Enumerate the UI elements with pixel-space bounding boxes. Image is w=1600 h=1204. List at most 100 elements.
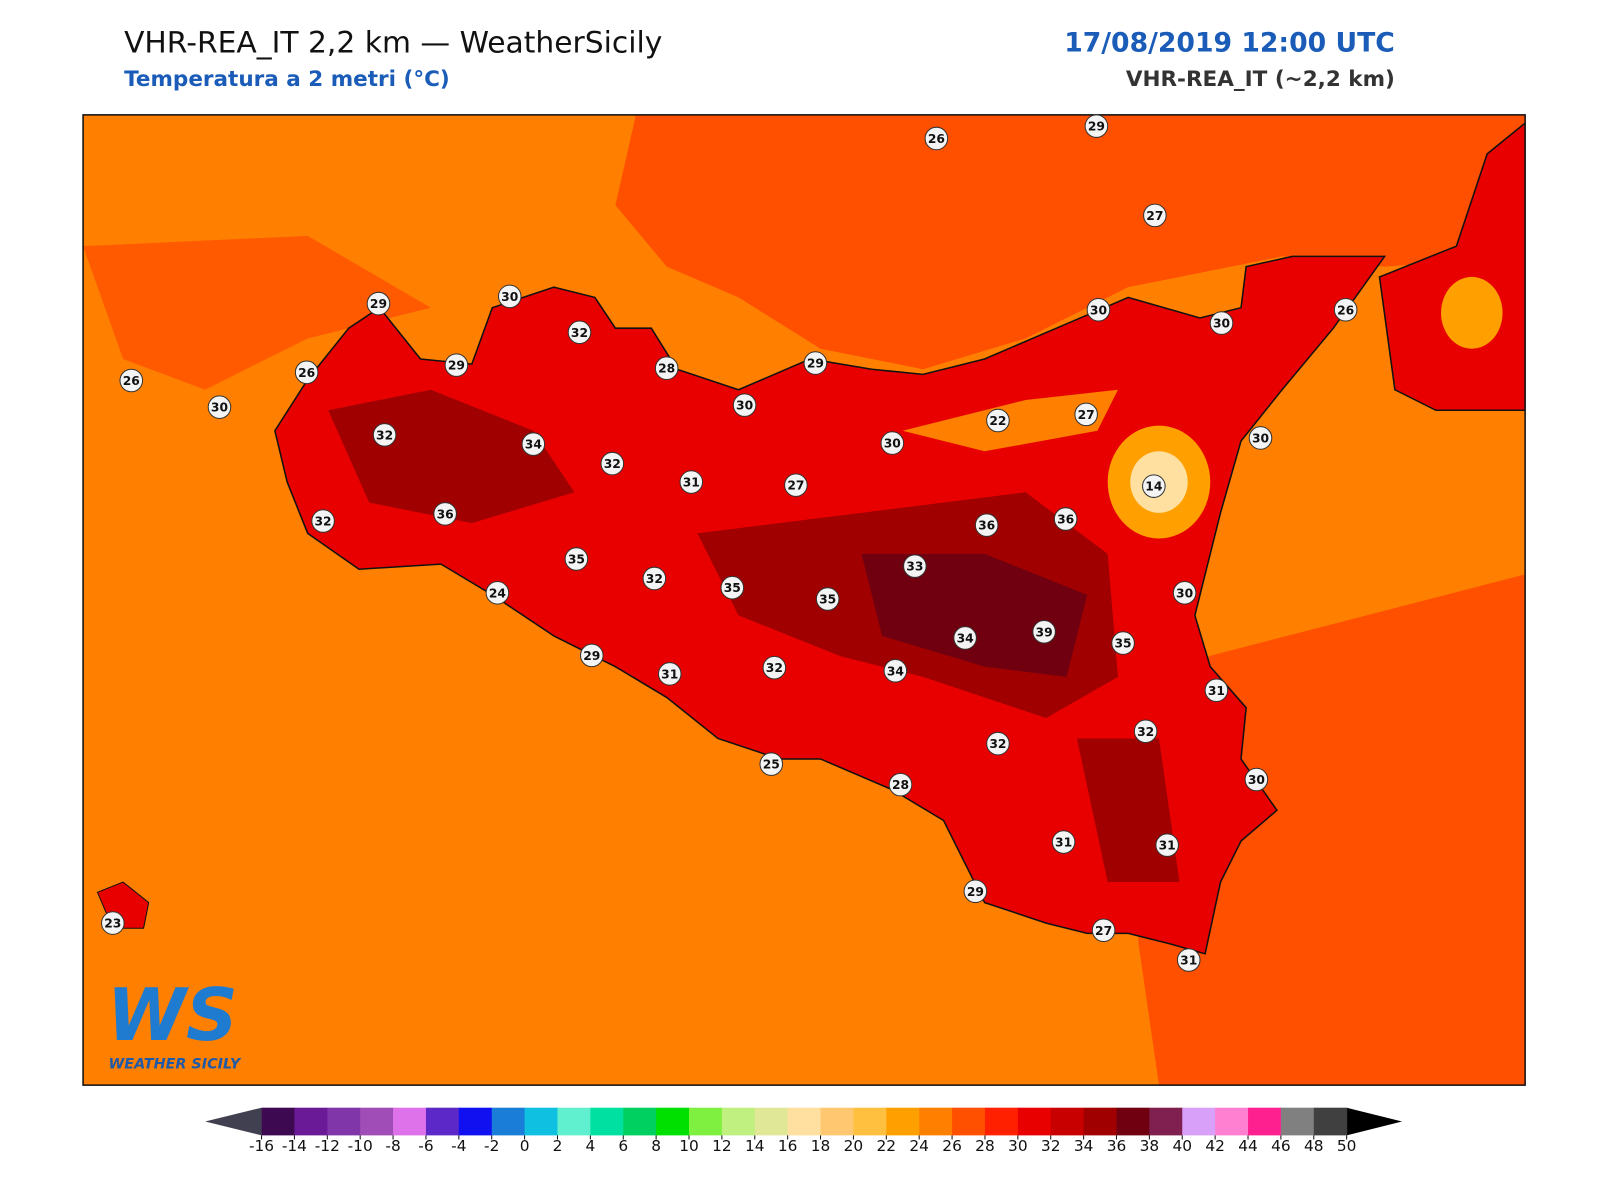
station-value: 32 <box>766 661 783 675</box>
station-marker <box>903 554 927 578</box>
colorbar-bin <box>853 1107 887 1136</box>
station-value: 29 <box>448 359 465 373</box>
station-marker <box>1333 297 1358 322</box>
station-value: 36 <box>1057 512 1074 526</box>
station-marker <box>654 356 679 380</box>
station-value: 31 <box>1055 836 1072 850</box>
station-value: 22 <box>989 414 1006 428</box>
station-marker <box>803 351 828 375</box>
station-marker <box>986 731 1010 756</box>
colorbar-tick-label: -6 <box>418 1137 433 1155</box>
station-marker <box>1074 402 1098 427</box>
station-marker <box>1032 619 1056 644</box>
colorbar-tick-label: -8 <box>385 1137 400 1155</box>
colorbar-tick-label: 4 <box>585 1137 595 1155</box>
colorbar-bin <box>623 1107 657 1136</box>
colorbar-bin <box>1083 1107 1118 1136</box>
station-value: 34 <box>957 631 974 645</box>
colorbar-tick-label: 24 <box>909 1137 929 1155</box>
station-marker <box>294 360 319 385</box>
station-value: 30 <box>1248 773 1265 787</box>
colorbar-bin <box>820 1107 854 1136</box>
station-marker <box>986 408 1010 433</box>
colorbar-bin <box>261 1107 295 1136</box>
colorbar-tick-label: 0 <box>520 1137 530 1155</box>
colorbar-under <box>205 1107 262 1136</box>
colorbar-tick-label: 42 <box>1205 1137 1225 1155</box>
colorbar-tick-label: 6 <box>618 1137 628 1155</box>
station-marker <box>924 126 949 151</box>
colorbar-tick-label: 22 <box>877 1137 897 1155</box>
colorbar-bin <box>590 1107 624 1136</box>
station-value: 30 <box>1252 431 1269 445</box>
station-value: 39 <box>1036 625 1053 639</box>
station-value: 31 <box>1208 684 1225 698</box>
colorbar-tick-label: 12 <box>712 1137 732 1155</box>
colorbar-bin <box>754 1107 789 1136</box>
colorbar-tick-label: 30 <box>1008 1137 1028 1155</box>
station-value: 28 <box>658 362 675 376</box>
station-marker <box>311 509 335 533</box>
station-marker <box>759 752 784 776</box>
station-value: 32 <box>1137 725 1154 739</box>
hot-area <box>1076 738 1180 883</box>
station-value: 30 <box>211 401 228 415</box>
station-marker <box>567 320 592 345</box>
colorbar-tick-label: 28 <box>975 1137 995 1155</box>
station-marker <box>1244 767 1269 792</box>
map <box>83 114 1526 1086</box>
station-value: 31 <box>683 476 700 490</box>
colorbar-tick-label: -10 <box>348 1137 373 1155</box>
colorbar-bin <box>984 1107 1019 1136</box>
station-value: 29 <box>967 885 984 899</box>
station-value: 26 <box>123 374 140 388</box>
station-marker <box>1155 833 1179 857</box>
station-marker <box>1143 203 1167 228</box>
station-marker <box>974 513 999 537</box>
station-marker <box>1086 297 1111 322</box>
station-marker <box>963 879 988 904</box>
station-value: 25 <box>763 758 780 772</box>
station-marker <box>444 353 469 377</box>
station-marker <box>657 662 682 686</box>
hottest-area <box>861 553 1088 677</box>
colorbar-over <box>1346 1107 1403 1136</box>
colorbar-tick-label: 18 <box>811 1137 831 1155</box>
station-value: 34 <box>887 664 904 678</box>
station-value: 27 <box>787 479 804 493</box>
colorbar-tick-label: 48 <box>1304 1137 1324 1155</box>
station-value: 27 <box>1078 408 1095 422</box>
colorbar-bin <box>1215 1107 1249 1136</box>
station-marker <box>888 772 913 797</box>
subtitle: Temperatura a 2 metri (°C) <box>124 67 450 92</box>
station-value: 35 <box>724 581 741 595</box>
station-value: 30 <box>1176 586 1193 600</box>
station-value: 26 <box>1337 303 1354 317</box>
station-marker <box>1204 678 1229 703</box>
station-value: 32 <box>571 326 588 340</box>
station-marker <box>433 502 457 526</box>
station-marker <box>1111 631 1135 655</box>
station-marker <box>497 284 522 309</box>
station-marker <box>1176 948 1201 972</box>
colorbar-tick-label: -14 <box>282 1137 307 1155</box>
station-marker <box>642 566 667 591</box>
station-value: 23 <box>104 917 121 931</box>
station-marker <box>521 432 546 456</box>
station-marker <box>119 368 144 393</box>
colorbar-bin <box>1050 1107 1085 1136</box>
station-value: 30 <box>736 399 753 413</box>
colorbar-tick-label: 14 <box>745 1137 765 1155</box>
colorbar-bin <box>327 1107 361 1136</box>
colorbar-bin <box>952 1107 986 1136</box>
colorbar-bin <box>393 1107 427 1136</box>
colorbar-tick-label: 2 <box>553 1137 563 1155</box>
station-value: 27 <box>1146 209 1163 223</box>
station-marker <box>720 575 745 600</box>
station-marker <box>1051 830 1076 854</box>
station-marker <box>1133 719 1158 744</box>
station-marker <box>1053 507 1078 531</box>
station-marker <box>1209 311 1234 335</box>
station-marker <box>579 643 604 668</box>
